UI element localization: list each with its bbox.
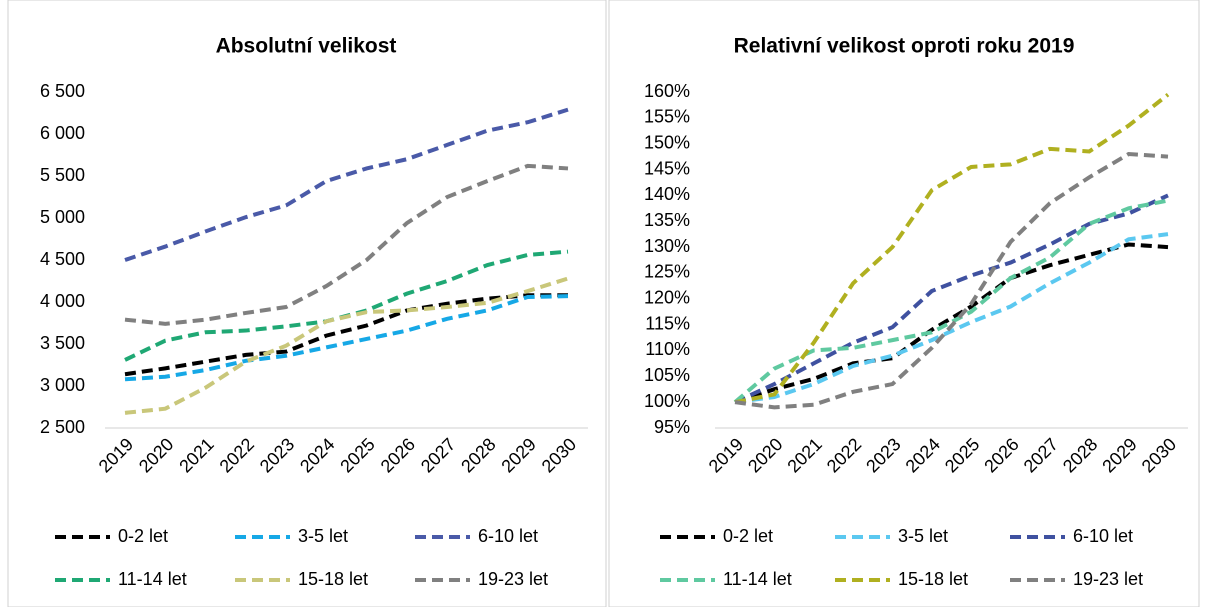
x-tick-label: 2020 bbox=[744, 434, 786, 476]
y-tick-label: 6 000 bbox=[40, 123, 85, 143]
y-tick-label: 4 500 bbox=[40, 249, 85, 269]
y-tick-label: 110% bbox=[645, 339, 690, 359]
y-tick-label: 2 500 bbox=[40, 417, 85, 437]
y-tick-label: 135% bbox=[644, 210, 690, 230]
line-series bbox=[124, 163, 569, 326]
x-tick-label: 2024 bbox=[902, 434, 944, 476]
x-tick-label: 2022 bbox=[216, 434, 258, 476]
y-tick-label: 155% bbox=[644, 107, 690, 127]
x-tick-label: 2027 bbox=[1020, 434, 1062, 476]
line-series bbox=[734, 193, 1169, 404]
legend-label: 19-23 let bbox=[1073, 569, 1143, 589]
y-tick-label: 100% bbox=[644, 391, 690, 411]
line-series bbox=[124, 276, 569, 415]
y-tick-label: 3 500 bbox=[40, 333, 85, 353]
legend-label: 11-14 let bbox=[118, 569, 187, 589]
legend-label: 6-10 let bbox=[478, 526, 538, 546]
y-tick-label: 95% bbox=[654, 417, 690, 437]
y-tick-label: 160% bbox=[644, 81, 690, 101]
line-series bbox=[124, 107, 569, 262]
legend-label: 0-2 let bbox=[723, 526, 773, 546]
y-tick-label: 120% bbox=[644, 288, 690, 308]
x-tick-label: 2020 bbox=[135, 434, 177, 476]
chart-title: Absolutní velikost bbox=[216, 35, 397, 58]
y-tick-label: 4 000 bbox=[40, 291, 85, 311]
x-tick-label: 2030 bbox=[1138, 434, 1180, 476]
y-tick-label: 6 500 bbox=[40, 81, 85, 101]
y-tick-label: 105% bbox=[644, 365, 690, 385]
x-tick-label: 2026 bbox=[377, 434, 419, 476]
y-tick-label: 115% bbox=[645, 313, 690, 333]
legend-label: 3-5 let bbox=[898, 526, 948, 546]
line-series bbox=[734, 232, 1169, 405]
legend-label: 0-2 let bbox=[118, 526, 168, 546]
x-tick-label: 2019 bbox=[705, 434, 747, 476]
legend-label: 15-18 let bbox=[898, 569, 968, 589]
y-tick-label: 5 000 bbox=[40, 207, 85, 227]
y-tick-label: 150% bbox=[644, 132, 690, 152]
legend-label: 11-14 let bbox=[723, 569, 792, 589]
line-series bbox=[734, 242, 1169, 405]
x-tick-label: 2021 bbox=[783, 434, 825, 476]
legend-label: 19-23 let bbox=[478, 569, 548, 589]
x-tick-label: 2028 bbox=[457, 434, 499, 476]
x-tick-label: 2029 bbox=[1098, 434, 1140, 476]
x-tick-label: 2025 bbox=[336, 434, 378, 476]
x-tick-label: 2025 bbox=[941, 434, 983, 476]
x-tick-label: 2024 bbox=[296, 434, 338, 476]
line-series bbox=[124, 294, 569, 382]
x-tick-label: 2028 bbox=[1059, 434, 1101, 476]
legend-label: 15-18 let bbox=[298, 569, 368, 589]
y-tick-label: 125% bbox=[644, 262, 690, 282]
legend-label: 6-10 let bbox=[1073, 526, 1133, 546]
panel-border bbox=[7, 0, 607, 607]
x-tick-label: 2022 bbox=[823, 434, 865, 476]
x-tick-label: 2030 bbox=[538, 434, 580, 476]
x-tick-label: 2021 bbox=[175, 434, 217, 476]
x-tick-label: 2019 bbox=[95, 434, 137, 476]
panel-border bbox=[608, 0, 1200, 607]
x-tick-label: 2029 bbox=[497, 434, 539, 476]
y-tick-label: 3 000 bbox=[40, 375, 85, 395]
line-series bbox=[734, 93, 1170, 405]
chart-title: Relativní velikost oproti roku 2019 bbox=[734, 35, 1075, 58]
x-tick-label: 2023 bbox=[256, 434, 298, 476]
x-tick-label: 2027 bbox=[417, 434, 459, 476]
y-tick-label: 140% bbox=[644, 184, 690, 204]
y-tick-label: 5 500 bbox=[40, 165, 85, 185]
line-series bbox=[734, 151, 1169, 410]
x-tick-label: 2026 bbox=[980, 434, 1022, 476]
x-tick-label: 2023 bbox=[862, 434, 904, 476]
legend-label: 3-5 let bbox=[298, 526, 348, 546]
y-tick-label: 130% bbox=[644, 236, 690, 256]
line-series bbox=[124, 293, 568, 377]
y-tick-label: 145% bbox=[644, 158, 690, 178]
